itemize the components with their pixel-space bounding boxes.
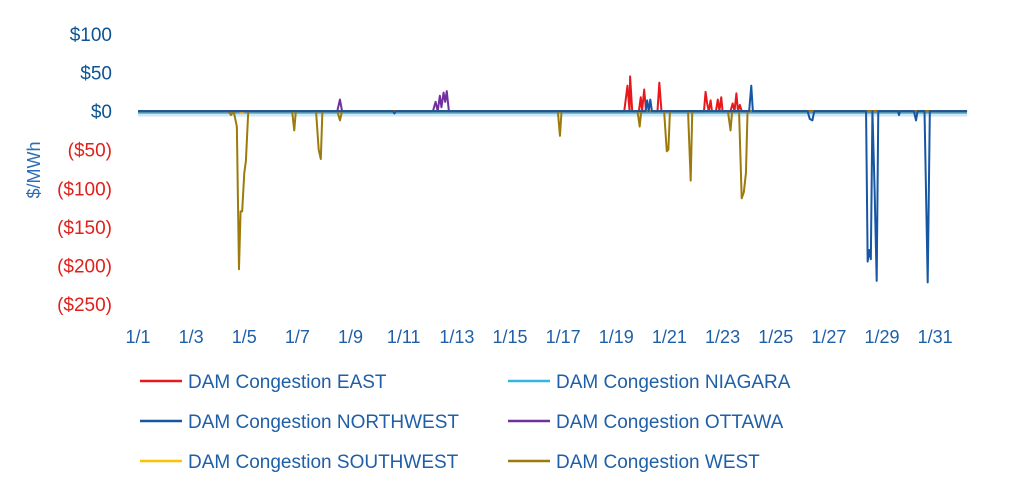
y-tick-label: ($100): [57, 179, 112, 200]
y-axis-ticks: $100 $50 $0 ($50) ($100) ($150) ($200) ($250): [57, 25, 112, 316]
series-line-dam-congestion-ottawa: [138, 90, 968, 113]
x-tick-label: 1/15: [492, 327, 527, 347]
x-tick-label: 1/21: [652, 327, 687, 347]
y-tick-label: ($200): [57, 256, 112, 277]
x-axis-ticks: 1/1 1/3 1/5 1/7 1/9 1/11 1/13 1/15 1/17 1/19 1/21 1…: [125, 327, 952, 347]
legend-label-dam-congestion-east: DAM Congestion EAST: [188, 372, 387, 393]
legend: DAM Congestion EAST DAM Congestion NIAGAR…: [140, 372, 791, 473]
x-tick-label: 1/19: [599, 327, 634, 347]
x-tick-label: 1/7: [285, 327, 310, 347]
y-tick-label: $100: [70, 25, 112, 46]
legend-label-dam-congestion-southwest: DAM Congestion SOUTHWEST: [188, 452, 459, 473]
series-layer: [138, 75, 968, 284]
series-line-dam-congestion-northwest: [138, 84, 968, 284]
legend-label-dam-congestion-niagara: DAM Congestion NIAGARA: [556, 372, 791, 393]
x-tick-label: 1/9: [338, 327, 363, 347]
series-band-dam-congestion-niagara: [138, 111, 968, 117]
x-tick-label: 1/1: [125, 327, 150, 347]
x-tick-label: 1/17: [546, 327, 581, 347]
series-line-dam-congestion-west: [138, 110, 968, 271]
x-tick-label: 1/27: [811, 327, 846, 347]
x-tick-label: 1/25: [758, 327, 793, 347]
x-tick-label: 1/13: [439, 327, 474, 347]
band-layer: [138, 111, 968, 117]
y-tick-label: $50: [80, 64, 112, 85]
x-tick-label: 1/5: [232, 327, 257, 347]
y-axis-label-group: $/MWh: [24, 141, 44, 198]
y-tick-label: ($250): [57, 295, 112, 316]
legend-label-dam-congestion-ottawa: DAM Congestion OTTAWA: [556, 412, 784, 433]
x-tick-label: 1/3: [179, 327, 204, 347]
y-tick-label: ($50): [68, 141, 112, 162]
x-tick-label: 1/23: [705, 327, 740, 347]
x-tick-label: 1/11: [387, 327, 421, 347]
series-line-dam-congestion-east: [138, 75, 968, 113]
x-tick-label: 1/31: [918, 327, 953, 347]
y-tick-label: $0: [91, 102, 112, 123]
y-axis-label: $/MWh: [24, 141, 44, 198]
x-tick-label: 1/29: [864, 327, 899, 347]
legend-label-dam-congestion-northwest: DAM Congestion NORTHWEST: [188, 412, 459, 433]
y-tick-label: ($150): [57, 218, 112, 239]
legend-label-dam-congestion-west: DAM Congestion WEST: [556, 452, 760, 473]
